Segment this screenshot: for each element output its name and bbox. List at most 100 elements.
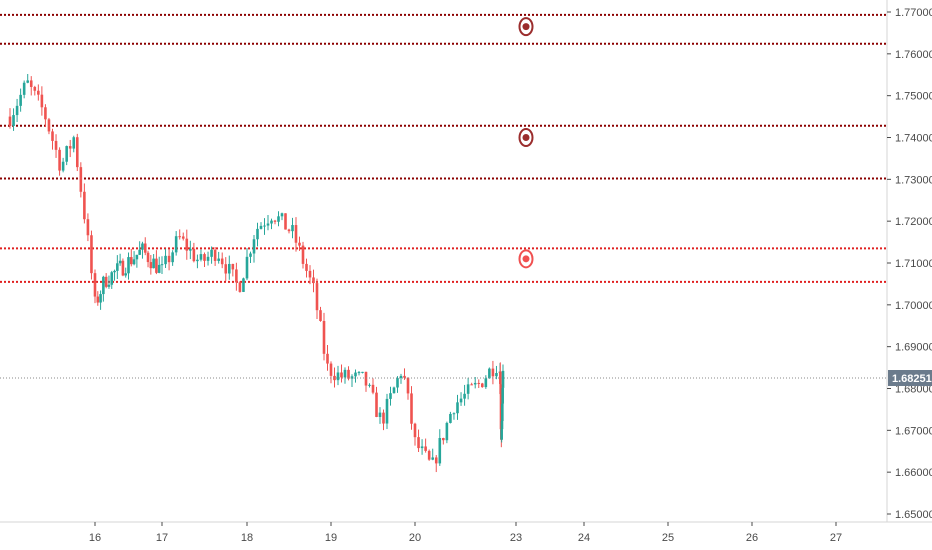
candle-body <box>44 107 47 120</box>
candle-body <box>171 252 174 263</box>
candle-body <box>192 248 196 262</box>
candle-body <box>480 383 484 388</box>
candle-body <box>99 294 102 303</box>
candle-body <box>273 220 277 222</box>
candle-body <box>47 119 51 132</box>
candle-body <box>361 371 364 373</box>
candle-body <box>495 373 498 377</box>
x-tick-label: 16 <box>89 532 101 544</box>
candle-body <box>256 228 259 240</box>
candle-body <box>298 242 301 246</box>
candle-body <box>174 236 178 253</box>
candle-body <box>263 225 266 227</box>
x-tick-label: 17 <box>156 532 168 544</box>
candle-body <box>375 392 378 417</box>
candle-body <box>392 387 396 394</box>
y-tick-label: 1.74000 <box>895 133 932 145</box>
candle-body <box>452 413 456 415</box>
candle-body <box>29 80 33 87</box>
y-tick-label: 1.76000 <box>895 49 932 61</box>
candle-body <box>312 277 315 284</box>
candle-body <box>141 243 144 250</box>
candle-body <box>242 278 245 292</box>
candle-body <box>19 94 22 106</box>
candle-body <box>61 161 65 171</box>
candle-body <box>22 82 26 95</box>
candle-body <box>65 146 68 162</box>
x-tick-label: 20 <box>409 532 421 544</box>
candle-body <box>86 219 90 236</box>
candle-body <box>138 249 141 255</box>
candle-body <box>96 296 100 303</box>
horizontal-levels[interactable] <box>0 13 886 283</box>
candle-body <box>434 457 438 464</box>
y-tick-label: 1.70000 <box>895 300 932 312</box>
candle-body <box>499 394 503 430</box>
candle-body <box>220 258 224 265</box>
x-tick-label: 23 <box>510 532 522 544</box>
candle-body <box>235 269 238 283</box>
candle-body <box>315 283 319 311</box>
time-axis[interactable]: 16 17 18 19 20 23 24 25 26 27 <box>0 521 932 544</box>
candle-body <box>466 384 470 394</box>
candle-body <box>501 370 505 388</box>
candle-body <box>270 220 273 224</box>
candle-body <box>72 137 76 149</box>
candle-body <box>410 393 413 424</box>
current-price-tag: 1.68251 <box>888 369 932 386</box>
y-tick-label: 1.68000 <box>895 384 932 396</box>
candle-body <box>68 146 72 149</box>
candle-body <box>259 225 263 229</box>
price-axis[interactable]: 1.77000 1.76000 1.75000 1.74000 1.73000 1.720… <box>886 0 932 522</box>
x-tick-label: 25 <box>662 532 674 544</box>
candle-body <box>217 258 220 261</box>
candle-body <box>164 255 167 265</box>
current-price-tag-background <box>888 369 932 386</box>
candle-body <box>396 378 399 388</box>
alert-markers[interactable] <box>518 17 534 269</box>
candle-body <box>371 384 375 393</box>
candle-body <box>484 378 488 388</box>
candle-body <box>245 256 249 279</box>
y-tick-label: 1.67000 <box>895 425 932 437</box>
candle-body <box>124 273 128 276</box>
y-tick-label: 1.73000 <box>895 174 932 186</box>
candle-body <box>343 369 347 378</box>
candle-body <box>206 256 210 261</box>
candle-body <box>449 413 452 423</box>
candle-body <box>291 225 294 232</box>
candle-body <box>427 450 431 460</box>
candle-body <box>501 403 504 422</box>
candle-body <box>15 105 19 116</box>
y-tick-label: 1.69000 <box>895 342 932 354</box>
candle-body <box>431 457 435 460</box>
candle-body <box>284 213 287 230</box>
candle-body <box>90 235 93 274</box>
candle-body <box>116 263 119 271</box>
candle-body <box>152 258 155 269</box>
y-tick-label: 1.65000 <box>895 509 932 521</box>
candle-body <box>420 446 424 449</box>
candle-body <box>83 191 86 220</box>
candle-body <box>132 259 136 265</box>
x-tick-label: 19 <box>325 532 337 544</box>
candle-body <box>280 213 284 217</box>
candles <box>8 73 505 473</box>
x-tick-label: 27 <box>830 532 842 544</box>
y-tick-label: 1.71000 <box>895 258 932 270</box>
candle-body <box>378 412 382 417</box>
x-tick-label: 24 <box>578 532 590 544</box>
candle-body <box>326 353 329 364</box>
candle-body <box>196 259 199 262</box>
candle-body <box>93 273 97 297</box>
candle-body <box>224 264 228 274</box>
candle-body <box>301 245 305 264</box>
y-tick-label: 1.72000 <box>895 216 932 228</box>
alert-marker-dot <box>522 134 530 141</box>
candle-body <box>347 369 350 379</box>
candle-body <box>185 238 189 251</box>
x-tick-label: 18 <box>241 532 253 544</box>
x-tick-label: 26 <box>746 532 758 544</box>
candle-body <box>459 398 463 403</box>
